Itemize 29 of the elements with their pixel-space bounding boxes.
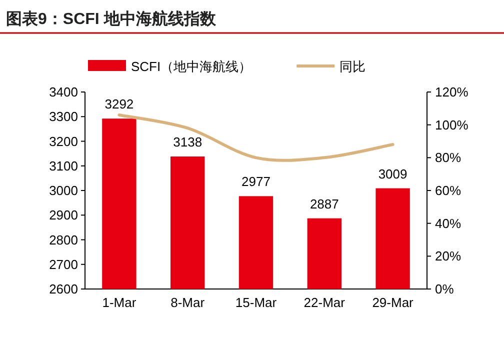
y2-tick-label: 20%	[435, 248, 462, 264]
y2-tick-label: 120%	[435, 84, 469, 100]
y-tick-label: 3000	[49, 183, 78, 198]
y-tick-label: 2800	[49, 232, 78, 248]
y2-tick-label: 0%	[435, 282, 454, 296]
data-label: 3009	[378, 166, 408, 182]
y-tick-label: 2600	[49, 282, 78, 296]
x-tick-label: 15-Mar	[235, 295, 278, 310]
y-tick-label: 2900	[49, 208, 78, 223]
chart-title: 图表9：SCFI 地中海航线指数	[6, 10, 217, 28]
data-label: 3292	[104, 96, 134, 112]
y-tick-label: 3200	[49, 134, 78, 149]
y-tick-label: 3400	[49, 84, 78, 100]
x-tick-label: 22-Mar	[304, 295, 346, 310]
legend-label: 同比	[340, 59, 366, 74]
data-label: 2887	[310, 196, 339, 212]
y2-tick-label: 80%	[435, 150, 462, 166]
data-label: 3138	[173, 134, 202, 150]
legend-label: SCFI（地中海航线）	[131, 59, 252, 74]
y-tick-label: 3300	[49, 109, 78, 124]
y-tick-label: 2700	[49, 256, 78, 272]
x-tick-label: 8-Mar	[170, 295, 206, 310]
y2-tick-label: 100%	[435, 117, 469, 132]
data-label: 2977	[242, 174, 270, 190]
x-tick-label: 29-Mar	[372, 295, 414, 310]
x-tick-label: 1-Mar	[102, 295, 137, 310]
y2-tick-label: 40%	[435, 216, 462, 231]
y-tick-label: 3100	[49, 158, 78, 174]
y2-tick-label: 60%	[435, 183, 462, 198]
